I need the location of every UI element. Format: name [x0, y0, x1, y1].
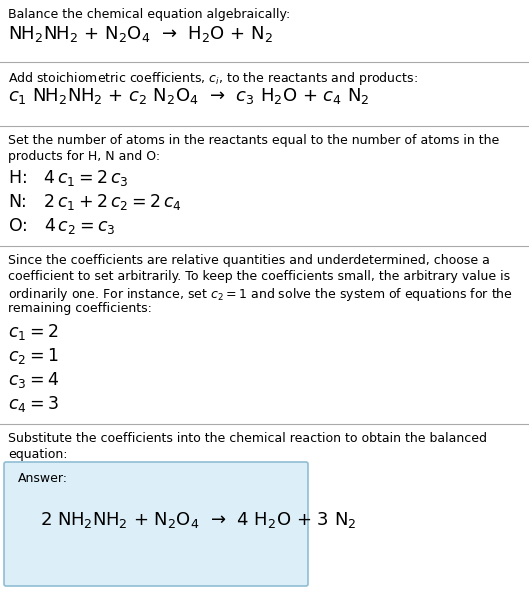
FancyBboxPatch shape: [4, 462, 308, 586]
Text: $c_1$ NH$_2$NH$_2$ + $c_2$ N$_2$O$_4$  →  $c_3$ H$_2$O + $c_4$ N$_2$: $c_1$ NH$_2$NH$_2$ + $c_2$ N$_2$O$_4$ → …: [8, 86, 369, 106]
Text: remaining coefficients:: remaining coefficients:: [8, 302, 152, 315]
Text: Set the number of atoms in the reactants equal to the number of atoms in the: Set the number of atoms in the reactants…: [8, 134, 499, 147]
Text: N:   $2\,c_1 + 2\,c_2 = 2\,c_4$: N: $2\,c_1 + 2\,c_2 = 2\,c_4$: [8, 192, 182, 212]
Text: ordinarily one. For instance, set $c_2 = 1$ and solve the system of equations fo: ordinarily one. For instance, set $c_2 =…: [8, 286, 513, 303]
Text: Balance the chemical equation algebraically:: Balance the chemical equation algebraica…: [8, 8, 290, 21]
Text: 2 NH$_2$NH$_2$ + N$_2$O$_4$  →  4 H$_2$O + 3 N$_2$: 2 NH$_2$NH$_2$ + N$_2$O$_4$ → 4 H$_2$O +…: [40, 510, 357, 530]
Text: coefficient to set arbitrarily. To keep the coefficients small, the arbitrary va: coefficient to set arbitrarily. To keep …: [8, 270, 510, 283]
Text: Answer:: Answer:: [18, 472, 68, 485]
Text: $c_3 = 4$: $c_3 = 4$: [8, 370, 59, 390]
Text: Since the coefficients are relative quantities and underdetermined, choose a: Since the coefficients are relative quan…: [8, 254, 490, 267]
Text: Add stoichiometric coefficients, $c_i$, to the reactants and products:: Add stoichiometric coefficients, $c_i$, …: [8, 70, 418, 87]
Text: Substitute the coefficients into the chemical reaction to obtain the balanced: Substitute the coefficients into the che…: [8, 432, 487, 445]
Text: H:   $4\,c_1 = 2\,c_3$: H: $4\,c_1 = 2\,c_3$: [8, 168, 129, 188]
Text: NH$_2$NH$_2$ + N$_2$O$_4$  →  H$_2$O + N$_2$: NH$_2$NH$_2$ + N$_2$O$_4$ → H$_2$O + N$_…: [8, 24, 273, 44]
Text: $c_1 = 2$: $c_1 = 2$: [8, 322, 58, 342]
Text: $c_4 = 3$: $c_4 = 3$: [8, 394, 59, 414]
Text: $c_2 = 1$: $c_2 = 1$: [8, 346, 59, 366]
Text: equation:: equation:: [8, 448, 68, 461]
Text: products for H, N and O:: products for H, N and O:: [8, 150, 160, 163]
Text: O:   $4\,c_2 = c_3$: O: $4\,c_2 = c_3$: [8, 216, 115, 236]
